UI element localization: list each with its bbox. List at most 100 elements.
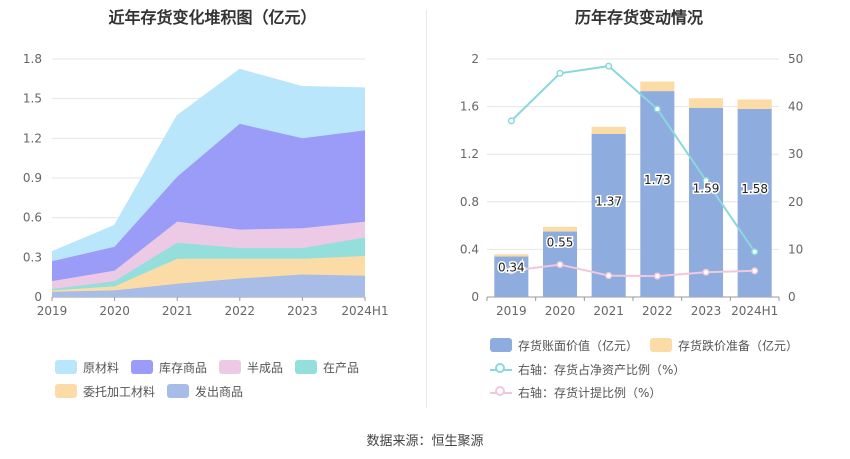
legend-item-raw-material[interactable]: 原材料: [55, 359, 119, 375]
y-tick-label: 1.2: [23, 131, 42, 145]
y2-tick-label: 20: [788, 195, 803, 209]
legend-swatch: [55, 360, 77, 374]
legend-label: 右轴：存货占净资产比例（%）: [518, 362, 686, 377]
y2-tick-label: 0: [788, 290, 796, 304]
x-tick-label: 2024H1: [731, 304, 778, 318]
bar-data-label: 1.73: [644, 173, 671, 187]
line-point: [556, 69, 564, 77]
panel-divider: [426, 10, 427, 408]
bar-data-label: 1.37: [595, 194, 622, 208]
line-point: [751, 267, 759, 275]
line-point: [605, 272, 613, 280]
y-tick-label: 0: [471, 290, 479, 304]
legend-item-wip[interactable]: 在产品: [295, 359, 359, 375]
data-source: 数据来源：恒生聚源: [366, 434, 484, 449]
x-tick-label: 2023: [691, 304, 722, 318]
right-chart-title: 历年存货变动情况: [574, 8, 703, 27]
legend-item-book-value[interactable]: 存货账面价值（亿元）: [490, 337, 638, 353]
line-point: [507, 267, 515, 275]
area-series-原材料: [52, 69, 365, 262]
legend-label: 存货跌价准备（亿元）: [678, 338, 799, 353]
legend-swatch: [131, 360, 153, 374]
x-tick-label: 2019: [37, 304, 68, 318]
bar-book-value: [640, 91, 675, 297]
y-tick-label: 0.4: [460, 242, 479, 256]
x-tick-label: 2024H1: [341, 304, 388, 318]
x-tick-label: 2023: [287, 304, 318, 318]
area-edge-原材料: [51, 68, 366, 253]
bar-reserve: [494, 254, 529, 257]
legend-swatch: [55, 384, 77, 398]
area-series-在产品: [52, 237, 365, 291]
legend-item-semi-finished[interactable]: 半成品: [219, 359, 283, 375]
legend-item-shipped[interactable]: 发出商品: [167, 383, 243, 399]
bar-data-label: 0.55: [547, 236, 574, 250]
left-chart-title: 近年存货变化堆积图（亿元）: [108, 8, 317, 27]
y-tick-label: 1.6: [460, 100, 479, 114]
x-tick-label: 2021: [162, 304, 193, 318]
line-point: [605, 62, 613, 70]
line-point: [702, 268, 710, 276]
legend-swatch: [490, 338, 512, 352]
bar-reserve: [688, 98, 724, 108]
area-series-委托加工材料: [52, 256, 365, 292]
bar-data-label: 1.58: [741, 182, 768, 196]
y2-tick-label: 50: [788, 52, 803, 66]
x-tick-label: 2022: [642, 304, 673, 318]
y-tick-label: 1.8: [23, 52, 42, 66]
area-series-半成品: [52, 221, 365, 290]
bar-book-value: [494, 256, 529, 297]
y-tick-label: 0.6: [23, 211, 42, 225]
line-point: [556, 261, 564, 269]
y-tick-label: 1.2: [460, 147, 479, 161]
bar-reserve: [542, 226, 578, 232]
area-series-发出商品: [52, 274, 365, 297]
legend-label: 半成品: [247, 360, 284, 375]
legend-swatch: [295, 360, 317, 374]
legend-label: 库存商品: [159, 360, 208, 375]
legend-item-provision-line[interactable]: 右轴：存货计提比例（%）: [490, 384, 661, 400]
line-point: [653, 105, 661, 113]
legend-label: 存货账面价值（亿元）: [518, 338, 639, 353]
y2-tick-label: 10: [788, 242, 803, 256]
legend-label: 委托加工材料: [83, 384, 156, 399]
bar-reserve: [640, 81, 675, 92]
legend-item-ratio-line[interactable]: 右轴：存货占净资产比例（%）: [490, 361, 685, 377]
x-tick-label: 2020: [545, 304, 576, 318]
legend-line-swatch: [490, 362, 512, 376]
legend-line-swatch: [490, 385, 512, 399]
legend-label: 右轴：存货计提比例（%）: [518, 385, 662, 400]
line-provision-ratio: [511, 263, 755, 278]
y-tick-label: 1.5: [23, 92, 42, 106]
stacked-area-chart: 0 0.3 0.6 0.9 1.2 1.5 1.8 2019 2020 2021 2022 2023 2…: [23, 52, 389, 318]
x-tick-label: 2021: [593, 304, 624, 318]
y-tick-label: 0: [34, 290, 42, 304]
bar-reserve: [591, 126, 626, 134]
x-tick-label: 2019: [496, 304, 527, 318]
y2-tick-label: 30: [788, 147, 803, 161]
legend-item-consigned[interactable]: 委托加工材料: [55, 383, 155, 399]
line-point: [702, 176, 710, 184]
legend-label: 发出商品: [195, 384, 244, 399]
legend-label: 原材料: [83, 360, 120, 375]
bar-book-value: [591, 133, 626, 297]
y2-tick-label: 40: [788, 100, 803, 114]
legend-item-finished-goods[interactable]: 库存商品: [131, 359, 207, 375]
bar-book-value: [737, 108, 772, 297]
legend-item-reserve[interactable]: 存货跌价准备（亿元）: [650, 337, 798, 353]
x-tick-label: 2020: [99, 304, 130, 318]
x-tick-label: 2022: [225, 304, 256, 318]
legend-swatch: [219, 360, 241, 374]
line-inventory-ratio: [510, 65, 756, 253]
bar-data-label: 0.34: [498, 261, 525, 275]
bar-data-label: 1.59: [693, 181, 720, 195]
y-tick-label: 0.3: [23, 250, 42, 264]
legend-swatch: [167, 384, 189, 398]
legend-label: 在产品: [323, 360, 360, 375]
y-tick-label: 0.8: [460, 195, 479, 209]
legend-swatch: [650, 338, 672, 352]
line-point: [653, 272, 661, 280]
line-point: [751, 248, 759, 256]
line-point: [507, 117, 515, 125]
